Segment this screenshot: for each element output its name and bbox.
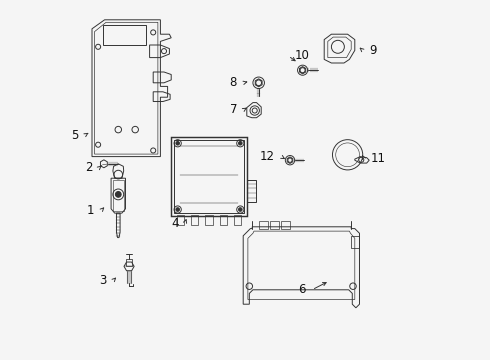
Bar [174, 140, 244, 213]
Bar [234, 215, 242, 225]
Text: 7: 7 [230, 103, 237, 116]
Text: 1: 1 [87, 204, 95, 217]
Circle shape [176, 208, 179, 211]
Circle shape [116, 192, 121, 197]
Text: 2: 2 [86, 161, 93, 174]
Bar [171, 137, 247, 216]
Bar [113, 180, 123, 211]
Text: 5: 5 [72, 129, 79, 141]
Bar [205, 215, 213, 225]
Text: 10: 10 [294, 49, 310, 62]
Circle shape [176, 141, 179, 145]
Circle shape [239, 208, 242, 211]
Text: 6: 6 [298, 283, 305, 296]
Bar [176, 215, 184, 225]
Text: 8: 8 [230, 76, 237, 89]
Text: 12: 12 [260, 150, 274, 163]
Text: 4: 4 [171, 217, 178, 230]
Bar [220, 215, 227, 225]
Circle shape [239, 141, 242, 145]
Bar [191, 215, 198, 225]
Bar [103, 25, 146, 45]
Text: 3: 3 [99, 274, 106, 287]
Bar [126, 259, 132, 266]
Text: 11: 11 [370, 152, 385, 165]
Text: 9: 9 [369, 44, 377, 57]
